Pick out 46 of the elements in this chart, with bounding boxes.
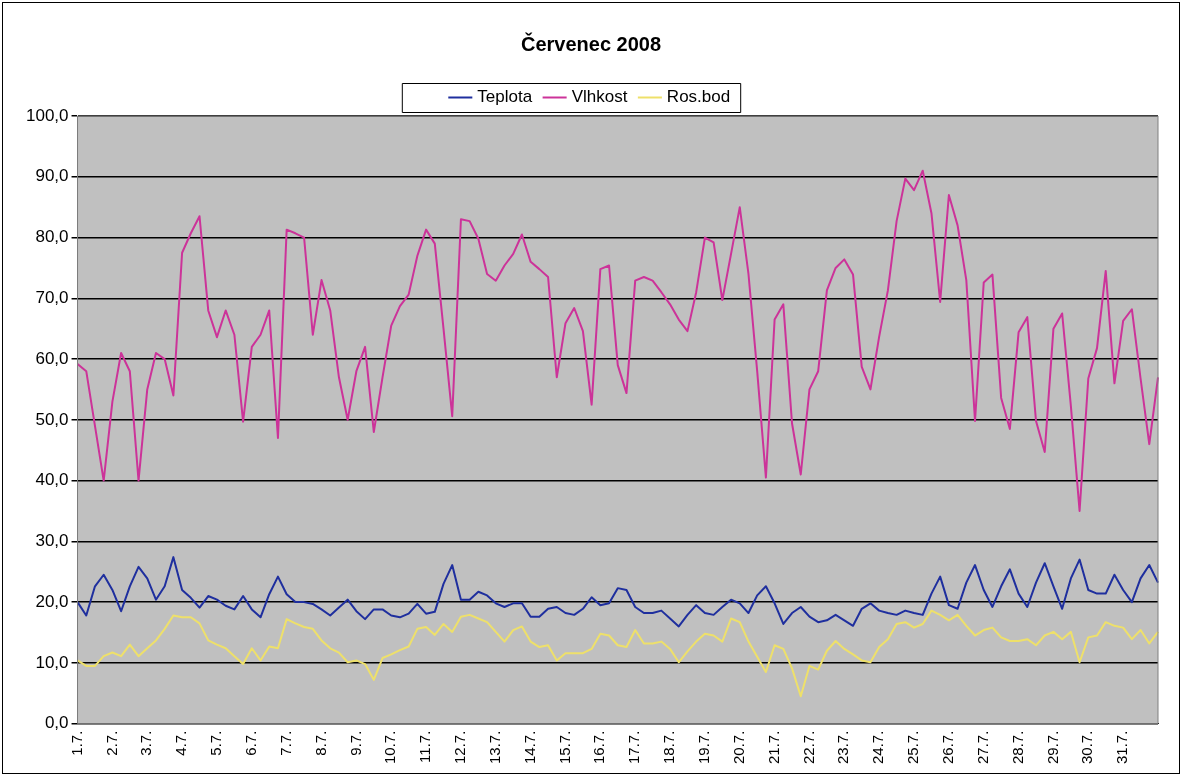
legend-label: Teplota bbox=[477, 87, 533, 107]
y-tick-label: 20,0 bbox=[35, 591, 69, 611]
y-tick-label: 40,0 bbox=[35, 470, 69, 490]
x-tick-label: 15.7. bbox=[555, 730, 573, 765]
x-tick-label: 17.7. bbox=[625, 730, 643, 765]
x-tick-label: 2.7. bbox=[102, 730, 120, 756]
x-tick-label: 6.7. bbox=[241, 730, 259, 756]
x-tick-label: 20.7. bbox=[729, 730, 747, 765]
x-tick-label: 4.7. bbox=[172, 730, 190, 756]
x-tick-label: 14.7. bbox=[520, 730, 538, 765]
legend-label: Vlhkost bbox=[571, 87, 628, 107]
y-tick-label: 30,0 bbox=[35, 531, 69, 551]
chart-title: Červenec 2008 bbox=[520, 31, 662, 55]
legend-label: Ros.bod bbox=[666, 87, 731, 107]
x-tick-label: 5.7. bbox=[207, 730, 225, 756]
x-tick-label: 16.7. bbox=[590, 730, 608, 765]
x-tick-label: 29.7. bbox=[1043, 730, 1061, 765]
y-tick-label: 10,0 bbox=[35, 652, 69, 672]
x-tick-label: 23.7. bbox=[834, 730, 852, 765]
x-tick-label: 18.7. bbox=[660, 730, 678, 765]
y-tick-label: 0,0 bbox=[44, 713, 69, 733]
x-tick-label: 28.7. bbox=[1008, 730, 1026, 765]
x-tick-label: 19.7. bbox=[695, 730, 713, 765]
x-tick-label: 10.7. bbox=[381, 730, 399, 765]
x-tick-label: 7.7. bbox=[276, 730, 294, 756]
x-tick-label: 12.7. bbox=[451, 730, 469, 765]
x-tick-label: 1.7. bbox=[67, 730, 85, 756]
x-tick-label: 8.7. bbox=[311, 730, 329, 756]
y-tick-label: 80,0 bbox=[35, 227, 69, 247]
x-tick-label: 30.7. bbox=[1078, 730, 1096, 765]
x-tick-label: 27.7. bbox=[973, 730, 991, 765]
x-tick-label: 3.7. bbox=[137, 730, 155, 756]
x-tick-label: 11.7. bbox=[416, 730, 434, 763]
x-tick-label: 26.7. bbox=[939, 730, 957, 765]
x-tick-label: 22.7. bbox=[799, 730, 817, 765]
x-tick-label: 21.7. bbox=[764, 730, 782, 765]
x-tick-label: 13.7. bbox=[485, 730, 503, 765]
y-tick-label: 100,0 bbox=[25, 105, 69, 125]
x-tick-label: 24.7. bbox=[869, 730, 887, 765]
x-tick-label: 31.7. bbox=[1113, 730, 1131, 765]
y-tick-label: 90,0 bbox=[35, 166, 69, 186]
y-tick-label: 60,0 bbox=[35, 348, 69, 368]
y-tick-label: 50,0 bbox=[35, 409, 69, 429]
x-tick-label: 25.7. bbox=[904, 730, 922, 765]
x-tick-label: 9.7. bbox=[346, 730, 364, 756]
y-tick-label: 70,0 bbox=[35, 287, 69, 307]
